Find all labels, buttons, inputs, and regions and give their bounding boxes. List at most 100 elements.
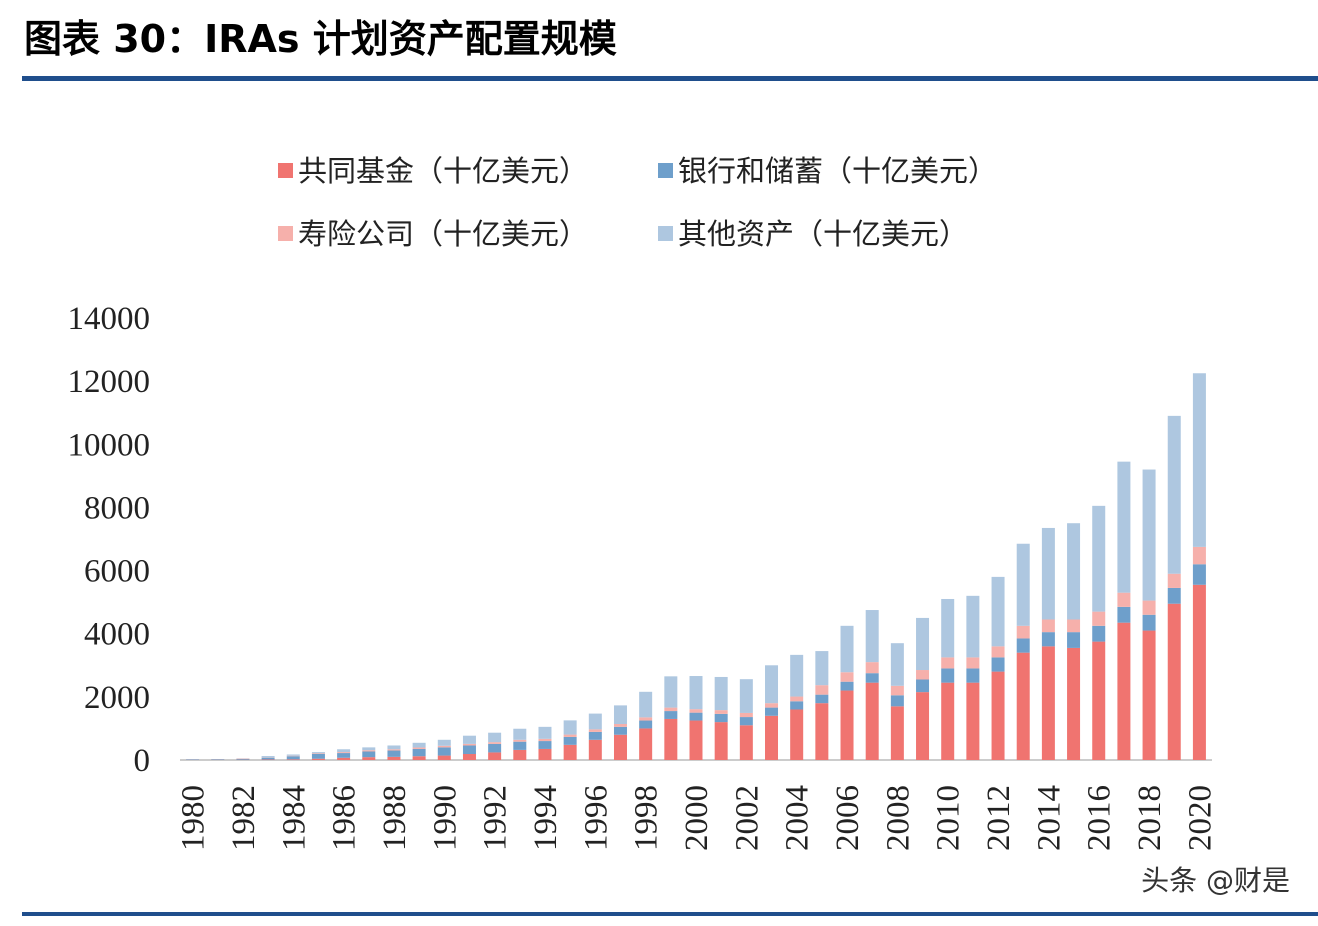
bar-segment — [890, 695, 904, 707]
y-tick-label: 8000 — [84, 490, 150, 526]
x-tick-label: 1992 — [478, 785, 514, 851]
bar-segment — [488, 732, 502, 743]
x-tick-label: 2008 — [880, 785, 916, 851]
x-tick-label: 2020 — [1182, 785, 1218, 851]
legend-swatch — [658, 163, 673, 178]
bar-segment — [1092, 625, 1106, 642]
bar-segment — [286, 756, 300, 760]
bar-segment — [286, 754, 300, 756]
bar-segment — [790, 709, 804, 760]
bottom-rule — [22, 912, 1318, 916]
bar-segment — [538, 741, 552, 749]
bar-segment — [1192, 546, 1206, 565]
bar-segment — [563, 720, 577, 735]
bar-segment — [538, 738, 552, 742]
chart-title: 图表 30：IRAs 计划资产配置规模 — [24, 17, 617, 61]
bar-segment — [311, 753, 325, 755]
bar-segment — [437, 739, 451, 746]
y-tick-label: 0 — [134, 743, 151, 779]
bar-segment — [362, 750, 376, 752]
bar-segment — [966, 668, 980, 683]
bar-segment — [488, 752, 502, 760]
bar-segment — [815, 694, 829, 704]
x-tick-label: 1988 — [377, 785, 413, 851]
bar-segment — [890, 685, 904, 696]
bar-segment — [613, 705, 627, 725]
bar-segment — [941, 657, 955, 669]
bar-segment — [362, 747, 376, 751]
bar-segment — [563, 734, 577, 737]
bar-segment — [1016, 638, 1030, 653]
bar-segment — [311, 752, 325, 754]
bar-segment — [1092, 505, 1106, 612]
bar-segment — [639, 720, 653, 729]
x-tick-label: 1998 — [629, 785, 665, 851]
y-tick-label: 2000 — [84, 680, 150, 716]
bar-segment — [714, 710, 728, 714]
bar-segment — [689, 712, 703, 721]
bar-segment — [1016, 652, 1030, 760]
bar-segment — [1016, 543, 1030, 626]
bar-segment — [840, 681, 854, 691]
bar-segment — [362, 751, 376, 758]
y-tick-label: 4000 — [84, 617, 150, 653]
bar-segment — [916, 617, 930, 671]
x-tick-label: 2000 — [679, 785, 715, 851]
bar-segment — [513, 739, 527, 742]
bar-segment — [1167, 587, 1181, 604]
bar-segment — [941, 668, 955, 683]
bar-segment — [613, 734, 627, 760]
bar-segment — [639, 728, 653, 760]
bar-segment — [916, 670, 930, 680]
bar-segment — [1117, 461, 1131, 593]
bar-segment — [1067, 619, 1081, 633]
bar-segment — [739, 712, 753, 718]
bar-segment — [639, 691, 653, 718]
bar-segment — [865, 673, 879, 683]
legend-label: 共同基金（十亿美元） — [298, 154, 588, 188]
bar-segment — [739, 679, 753, 713]
bar-segment — [664, 707, 678, 712]
bar-segment — [412, 747, 426, 749]
bar-segment — [462, 743, 476, 746]
bar-segment — [991, 657, 1005, 672]
bar-segment — [916, 679, 930, 693]
x-tick-label: 1996 — [578, 785, 614, 851]
bar-segment — [815, 703, 829, 760]
bar-segment — [765, 707, 779, 716]
x-tick-label: 1986 — [327, 785, 363, 851]
bar-segment — [211, 759, 225, 760]
bar-segment — [1142, 469, 1156, 601]
x-tick-label: 2018 — [1132, 785, 1168, 851]
bar-segment — [941, 598, 955, 658]
bar-segment — [966, 682, 980, 760]
bar-segment — [412, 756, 426, 760]
x-tick-label: 2004 — [780, 785, 816, 851]
legend-label: 其他资产（十亿美元） — [678, 217, 968, 251]
bar-segment — [1117, 592, 1131, 607]
bar-segment — [337, 757, 351, 760]
bar-segment — [1041, 527, 1055, 620]
bar-segment — [588, 713, 602, 730]
legend-swatch — [278, 163, 293, 178]
x-tick-label: 2010 — [931, 785, 967, 851]
bar-segment — [538, 726, 552, 739]
bar-segment — [941, 682, 955, 760]
bar-segment — [790, 701, 804, 710]
legend-swatch — [278, 226, 293, 241]
bar-segment — [588, 729, 602, 732]
bar-segment — [236, 758, 250, 760]
bar-segment — [689, 720, 703, 760]
bar-segment — [840, 672, 854, 682]
bar-segment — [261, 757, 275, 760]
bar-segment — [1167, 573, 1181, 588]
bar-segment — [714, 713, 728, 723]
bar-segment — [513, 728, 527, 740]
x-tick-label: 2016 — [1082, 785, 1118, 851]
bar-segment — [387, 745, 401, 750]
bar-segment — [714, 722, 728, 760]
legend-label: 寿险公司（十亿美元） — [298, 217, 588, 251]
bar-segment — [337, 749, 351, 753]
bar-segment — [1117, 606, 1131, 623]
